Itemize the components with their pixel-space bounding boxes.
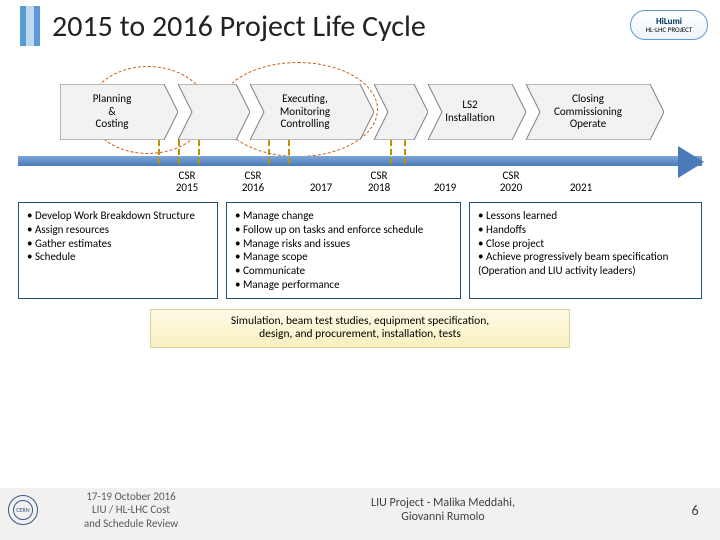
executing-item-1: Follow up on tasks and enforce schedule <box>235 223 452 237</box>
phase-chevron-2: Executing, Monitoring Controlling <box>250 84 374 140</box>
planning-box: Develop Work Breakdown StructureAssign r… <box>18 202 218 299</box>
cern-logo-icon: CERN <box>8 495 38 525</box>
phase-label-4: LS2 Installation <box>428 84 512 140</box>
footer: CERN 17-19 October 2016 LIU / HL-LHC Cos… <box>0 480 720 540</box>
milestone-line-5 <box>390 140 392 164</box>
header: 2015 to 2016 Project Life Cycle HiLumi H… <box>0 0 720 48</box>
year-label-2018: CSR2018 <box>358 170 400 194</box>
executing-item-2: Manage risks and issues <box>235 237 452 251</box>
phase-chevron-0: Planning & Costing <box>60 84 178 140</box>
milestone-line-4 <box>288 140 290 164</box>
executing-item-5: Manage performance <box>235 278 452 292</box>
hilumi-badge: HiLumi HL-LHC PROJECT <box>630 10 708 40</box>
footer-center: LIU Project - Malika Meddahi, Giovanni R… <box>216 496 670 525</box>
executing-item-0: Manage change <box>235 209 452 223</box>
year-label-2019: 2019 <box>424 170 466 194</box>
phase-chevron-3 <box>374 84 428 140</box>
milestone-line-0 <box>158 140 160 164</box>
phase-label-2: Executing, Monitoring Controlling <box>250 84 360 140</box>
footer-date: 17-19 October 2016 LIU / HL-LHC Cost and… <box>46 490 216 530</box>
executing-item-3: Manage scope <box>235 250 452 264</box>
year-label-2020: CSR2020 <box>490 170 532 194</box>
phase-chevron-5: Closing Commissioning Operate <box>526 84 664 140</box>
phase-label-5: Closing Commissioning Operate <box>526 84 650 140</box>
phase-chevron-1 <box>178 84 250 140</box>
page-title: 2015 to 2016 Project Life Cycle <box>52 8 426 45</box>
planning-item-1: Assign resources <box>27 223 209 237</box>
year-label-2021: 2021 <box>560 170 602 194</box>
timeline-bar <box>18 156 702 166</box>
phase-chevron-4: LS2 Installation <box>428 84 526 140</box>
closing-item-2: Close project <box>478 237 693 251</box>
milestone-line-1 <box>178 140 180 164</box>
milestone-line-2 <box>198 140 200 164</box>
lifecycle-diagram: Planning & Costing Executing, Monitoring… <box>18 58 702 198</box>
closing-item-1: Handoffs <box>478 223 693 237</box>
year-label-2016: CSR2016 <box>232 170 274 194</box>
closing-box: Lessons learnedHandoffsClose projectAchi… <box>469 202 702 299</box>
milestone-line-3 <box>268 140 270 164</box>
closing-item-3: Achieve progressively beam specification… <box>478 250 693 278</box>
logo-bar-icon <box>20 6 40 46</box>
planning-item-0: Develop Work Breakdown Structure <box>27 209 209 223</box>
planning-item-2: Gather estimates <box>27 237 209 251</box>
phase-label-1 <box>178 84 236 140</box>
page-number: 6 <box>670 502 720 519</box>
phase-label-3 <box>374 84 414 140</box>
milestone-line-6 <box>404 140 406 164</box>
year-label-2017: 2017 <box>300 170 342 194</box>
year-label-2015: CSR2015 <box>166 170 208 194</box>
executing-box: Manage changeFollow up on tasks and enfo… <box>226 202 461 299</box>
phase-label-0: Planning & Costing <box>60 84 164 140</box>
planning-item-3: Schedule <box>27 250 209 264</box>
closing-item-0: Lessons learned <box>478 209 693 223</box>
timeline-arrowhead-icon <box>678 146 704 178</box>
executing-item-4: Communicate <box>235 264 452 278</box>
simulation-bar: Simulation, beam test studies, equipment… <box>150 309 570 349</box>
text-boxes: Develop Work Breakdown StructureAssign r… <box>18 202 702 299</box>
